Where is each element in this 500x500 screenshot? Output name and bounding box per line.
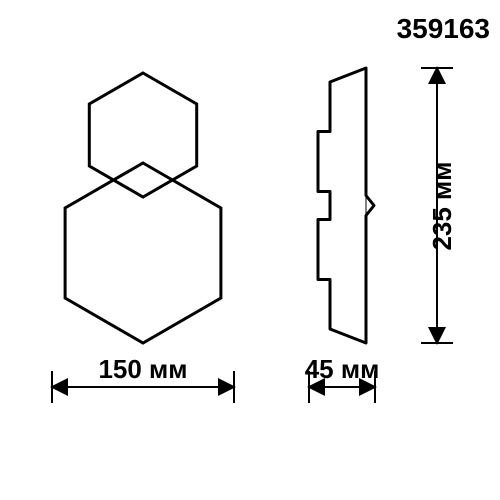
background [0,0,500,500]
dim-depth-label: 45 мм [305,354,380,384]
product-number: 359163 [397,13,490,44]
dim-width-label: 150 мм [98,354,187,384]
dim-height-label: 235 мм [427,161,457,250]
